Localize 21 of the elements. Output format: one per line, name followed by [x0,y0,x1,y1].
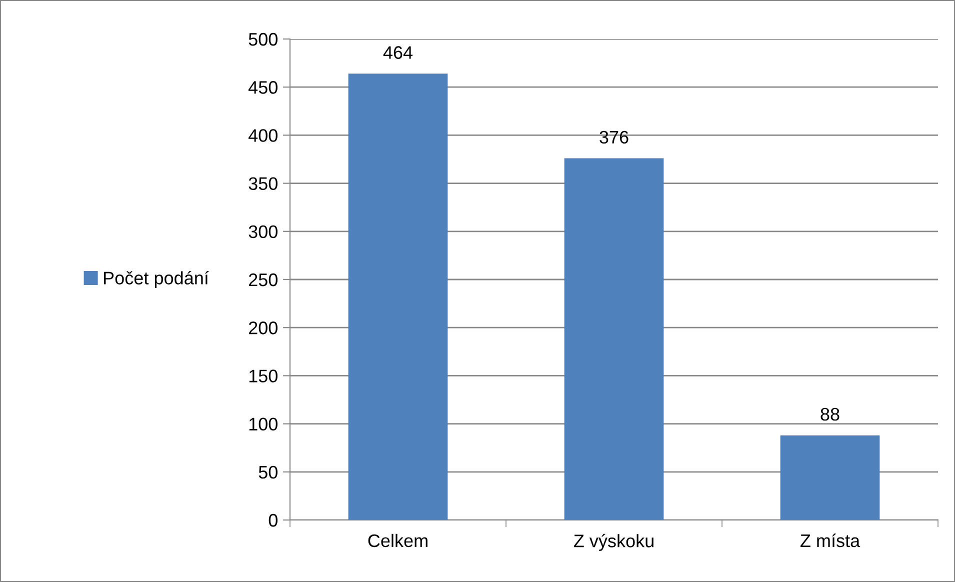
bar [564,158,664,520]
y-tick-label: 0 [268,514,278,527]
y-tick-label: 500 [248,32,278,46]
y-tick-label: 250 [248,273,278,286]
y-tick-label: 400 [248,129,278,142]
y-tick-label: 300 [248,225,278,238]
x-tick-label: Celkem [368,534,428,548]
data-label: 376 [600,130,628,144]
bar [780,435,880,520]
y-tick-label: 350 [248,177,278,190]
data-label: 88 [820,408,840,421]
y-tick-label: 450 [248,81,278,94]
y-tick-label: 50 [258,466,278,479]
legend-label: Počet podání [104,270,209,288]
bar [348,74,448,520]
data-label: 464 [383,46,413,59]
y-tick-label: 100 [249,418,278,431]
y-tick-label: 200 [248,322,278,334]
x-tick-label: Z místa [800,534,860,548]
y-tick-label: 150 [249,370,278,382]
x-tick-label: Z výskoku [574,534,654,551]
